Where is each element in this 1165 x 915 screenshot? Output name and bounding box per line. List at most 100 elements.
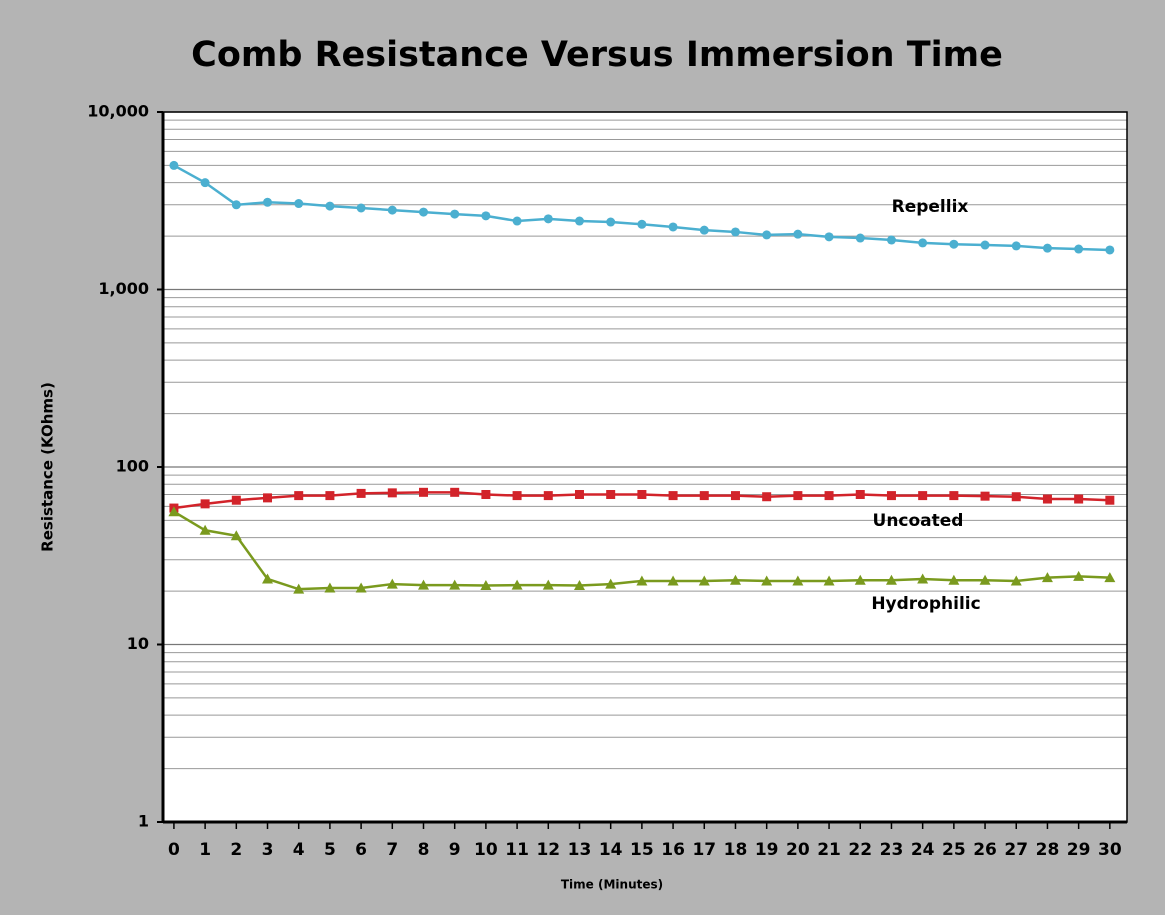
point (293, 583, 305, 594)
x-tick-label: 3 (262, 840, 274, 860)
point (356, 203, 366, 213)
x-tick-label: 29 (1067, 840, 1091, 860)
point (605, 578, 617, 589)
point (699, 225, 709, 235)
point (730, 227, 740, 237)
x-tick-label: 8 (418, 840, 430, 860)
series-label: Repellix (892, 197, 969, 217)
y-tick-label: 1,000 (98, 279, 149, 298)
point (980, 240, 990, 250)
point (606, 217, 616, 227)
point (667, 575, 679, 586)
point (729, 574, 741, 585)
x-tick-label: 7 (386, 840, 398, 860)
point (698, 575, 710, 586)
point (449, 579, 461, 590)
x-tick-label: 9 (449, 840, 461, 860)
point (387, 205, 397, 215)
point (480, 579, 492, 590)
point (823, 575, 835, 586)
point (417, 579, 429, 590)
x-tick-label: 27 (1004, 840, 1028, 860)
x-tick-label: 21 (817, 840, 841, 860)
point (1073, 570, 1085, 581)
point (1074, 494, 1084, 504)
point (793, 491, 803, 501)
point (169, 160, 179, 170)
point (200, 499, 210, 509)
point (168, 506, 180, 517)
point (1010, 575, 1022, 586)
point (294, 491, 304, 501)
point (294, 199, 304, 209)
x-tick-label: 17 (692, 840, 716, 860)
point (418, 207, 428, 217)
point (980, 491, 990, 501)
point (450, 209, 460, 219)
point (356, 488, 366, 498)
point (699, 491, 709, 501)
x-tick-label: 1 (199, 840, 211, 860)
x-tick-label: 30 (1098, 840, 1122, 860)
x-tick-label: 22 (848, 840, 872, 860)
point (481, 211, 491, 221)
point (387, 488, 397, 498)
point (324, 582, 336, 593)
y-tick-label: 10 (127, 634, 149, 653)
point (1104, 572, 1116, 583)
point (668, 491, 678, 501)
point (574, 489, 584, 499)
x-tick-label: 12 (536, 840, 560, 860)
series-label: Uncoated (873, 511, 964, 531)
point (793, 229, 803, 239)
x-tick-label: 11 (505, 840, 529, 860)
point (325, 201, 335, 211)
point (200, 178, 210, 188)
x-tick-label: 5 (324, 840, 336, 860)
series-label: Hydrophilic (871, 594, 980, 614)
point (263, 197, 273, 207)
x-tick-label: 2 (230, 840, 242, 860)
point (854, 574, 866, 585)
point (262, 573, 274, 584)
point (386, 578, 398, 589)
point (1042, 243, 1052, 253)
x-tick-label: 13 (568, 840, 592, 860)
y-tick-label: 10,000 (87, 102, 149, 121)
point (230, 530, 242, 541)
point (325, 491, 335, 501)
point (263, 493, 273, 503)
point (949, 491, 959, 501)
point (979, 574, 991, 585)
point (418, 487, 428, 497)
point (636, 575, 648, 586)
x-tick-label: 10 (474, 840, 498, 860)
point (511, 579, 523, 590)
point (886, 491, 896, 501)
x-tick-label: 19 (755, 840, 779, 860)
point (886, 235, 896, 245)
point (543, 214, 553, 224)
point (949, 239, 959, 249)
point (1105, 245, 1115, 255)
x-tick-label: 14 (599, 840, 623, 860)
point (918, 491, 928, 501)
point (824, 491, 834, 501)
point (542, 579, 554, 590)
point (668, 222, 678, 232)
point (637, 219, 647, 229)
point (885, 574, 897, 585)
point (792, 575, 804, 586)
point (231, 495, 241, 505)
point (1011, 241, 1021, 251)
point (512, 216, 522, 226)
point (450, 487, 460, 497)
point (355, 582, 367, 593)
point (917, 573, 929, 584)
point (824, 232, 834, 242)
point (481, 489, 491, 499)
point (762, 492, 772, 502)
point (1042, 494, 1052, 504)
point (512, 491, 522, 501)
